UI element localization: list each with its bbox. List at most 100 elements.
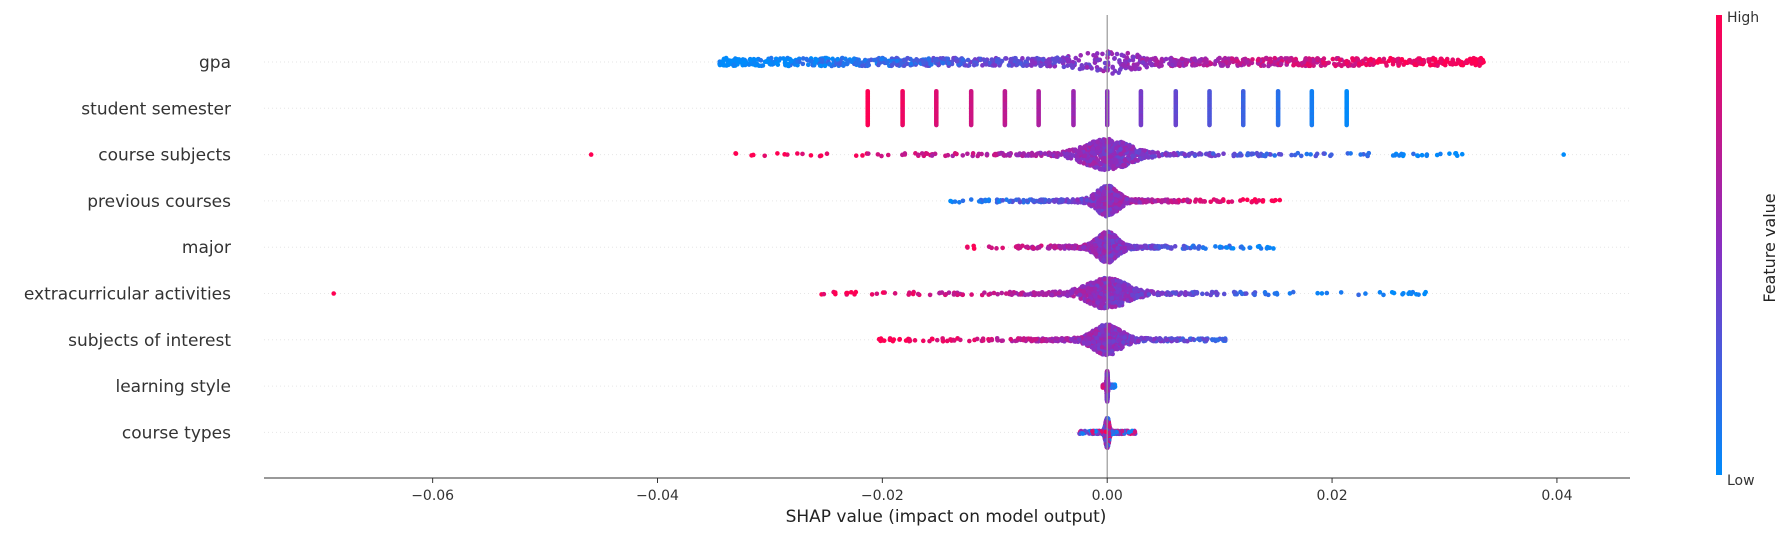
shap-dot	[1116, 202, 1122, 207]
shap-dot	[1110, 238, 1115, 244]
shap-dot	[762, 153, 767, 159]
shap-dot	[1358, 152, 1363, 157]
shap-dot	[1114, 140, 1120, 145]
shap-dot	[989, 245, 994, 251]
shap-dot	[879, 153, 884, 159]
shap-dot	[835, 56, 841, 62]
shap-dot	[1146, 292, 1152, 297]
shap-dot	[1000, 245, 1005, 251]
shap-dot	[1148, 244, 1154, 249]
shap-dot	[1007, 199, 1012, 204]
shap-dot	[1150, 56, 1156, 62]
shap-dot	[971, 246, 977, 251]
shap-dot	[873, 57, 878, 63]
feature-label: major	[182, 238, 231, 258]
shap-dot	[1264, 246, 1270, 251]
shap-dot	[1255, 58, 1261, 63]
shap-dot	[1168, 198, 1174, 204]
feature-label: learning style	[115, 377, 231, 397]
shap-dot	[869, 292, 875, 297]
shap-dot	[968, 122, 974, 128]
shap-dot	[1017, 199, 1023, 205]
shap-dot	[1172, 244, 1178, 249]
shap-dot	[1356, 292, 1361, 298]
shap-dot	[1070, 153, 1076, 158]
shap-dot	[1226, 199, 1231, 205]
shap-dot	[1255, 244, 1261, 249]
shap-dot	[1110, 278, 1116, 284]
shap-dot	[1098, 196, 1104, 202]
shap-dot	[1421, 60, 1427, 65]
shap-dot	[1193, 199, 1198, 204]
shap-dot	[956, 200, 962, 205]
shap-dot	[1093, 252, 1099, 257]
shap-dot	[1196, 244, 1202, 249]
shap-dot	[1231, 289, 1237, 295]
shap-dot	[1111, 163, 1116, 169]
shap-dot	[1101, 257, 1106, 263]
shap-dot	[1047, 151, 1053, 157]
shap-dot	[1118, 152, 1123, 157]
shap-dot	[1216, 152, 1221, 158]
shap-dot	[1390, 153, 1396, 158]
shap-dot	[1250, 57, 1255, 62]
shap-dot	[1333, 63, 1338, 69]
shap-dot	[1130, 197, 1135, 203]
shap-dot	[1155, 292, 1160, 298]
shap-dot	[1272, 55, 1278, 61]
shap-dot	[1326, 60, 1331, 66]
shap-dot	[1087, 141, 1093, 146]
shap-dot	[1114, 160, 1119, 165]
shap-dot	[1037, 245, 1042, 250]
shap-dot	[934, 337, 940, 343]
shap-dot	[1007, 151, 1012, 157]
shap-dot	[1269, 198, 1275, 203]
shap-dot	[1015, 245, 1021, 251]
shap-dot	[800, 61, 806, 67]
shap-dot	[1356, 61, 1362, 66]
shap-dot	[1208, 199, 1214, 205]
shap-dot	[1210, 337, 1215, 343]
shap-dot	[1051, 198, 1057, 204]
shap-dot	[989, 57, 995, 62]
shap-dot	[1423, 289, 1428, 295]
shap-dot	[800, 151, 805, 157]
shap-dot	[1122, 249, 1127, 254]
shap-dot	[1196, 152, 1201, 157]
shap-dot	[1152, 198, 1158, 204]
shap-dot	[1112, 68, 1118, 74]
feature-label: gpa	[199, 53, 231, 73]
shap-dot	[1057, 244, 1062, 249]
shap-dot	[1163, 151, 1168, 157]
shap-dot	[1029, 62, 1034, 67]
shap-dot	[1252, 197, 1258, 202]
shap-dot	[1152, 154, 1158, 159]
shap-dot	[1096, 238, 1101, 244]
shap-dot	[1116, 279, 1121, 284]
shap-dot	[994, 57, 1000, 62]
shap-dot	[788, 58, 794, 64]
shap-dot	[1108, 159, 1114, 165]
shap-dot	[1031, 198, 1036, 203]
shap-dot	[994, 246, 999, 251]
shap-dot	[1158, 61, 1164, 66]
shap-dot	[1009, 57, 1014, 62]
feature-label: student semester	[81, 99, 231, 119]
shap-dot	[1185, 198, 1190, 203]
shap-dot	[1124, 200, 1130, 206]
shap-dot	[1031, 245, 1036, 251]
shap-dot	[1186, 153, 1192, 158]
shap-dot	[894, 58, 900, 64]
shap-dot	[1036, 122, 1041, 128]
shap-dot	[1110, 65, 1115, 70]
shap-dot	[1389, 290, 1395, 295]
feature-row-dots	[876, 322, 1228, 358]
shap-dot	[1235, 58, 1240, 64]
shap-dot	[965, 151, 970, 157]
shap-dot	[1078, 151, 1083, 156]
shap-dot	[900, 122, 905, 128]
shap-dot	[1319, 291, 1325, 296]
shap-dot	[1066, 244, 1071, 249]
shap-dot	[1273, 197, 1278, 203]
